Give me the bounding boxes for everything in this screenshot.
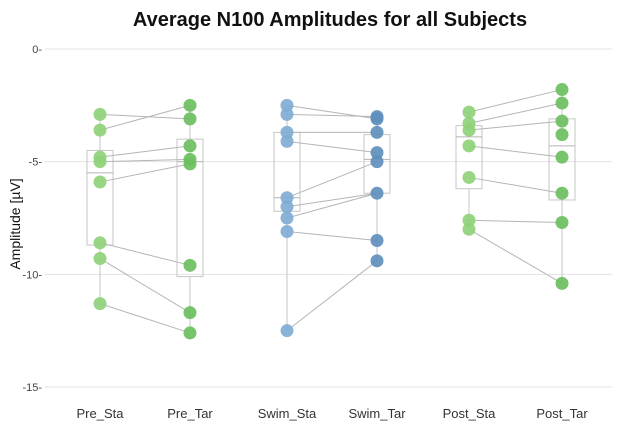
data-point (280, 191, 294, 205)
y-tick-labels: 0- -5- -10- -15- (22, 44, 42, 394)
data-point (370, 125, 384, 139)
pair-line (286, 140, 378, 154)
data-point (280, 134, 294, 148)
data-point (280, 200, 294, 214)
data-point (370, 234, 384, 248)
data-points (93, 83, 569, 340)
data-point (183, 326, 197, 340)
data-point (93, 123, 107, 137)
pair-line (99, 104, 191, 131)
data-point (555, 276, 569, 290)
pair-line (99, 158, 191, 163)
data-point (280, 98, 294, 112)
data-point (93, 107, 107, 121)
grid-lines (45, 48, 612, 388)
y-tick-label: 0- (32, 44, 42, 56)
data-point (93, 236, 107, 250)
pair-line (286, 161, 378, 199)
x-tick-label: Swim_Tar (348, 406, 406, 421)
data-point (555, 128, 569, 142)
pair-line (99, 163, 191, 183)
data-point (183, 306, 197, 320)
data-point (183, 258, 197, 272)
pair-line (99, 303, 191, 334)
data-point (370, 254, 384, 268)
box (176, 138, 204, 278)
data-point (93, 175, 107, 189)
x-tick-labels: Pre_Sta Pre_Tar Swim_Sta Swim_Tar Post_Sta Po… (77, 406, 589, 421)
pair-line (468, 228, 563, 284)
chart-title: Average N100 Amplitudes for all Subjects (133, 9, 527, 31)
data-point (93, 252, 107, 266)
pair-line (468, 176, 563, 194)
x-tick-label: Post_Tar (536, 406, 588, 421)
data-point (462, 105, 476, 119)
pair-line (468, 89, 563, 113)
x-tick-label: Post_Sta (443, 406, 497, 421)
data-point (280, 211, 294, 225)
data-point (462, 139, 476, 153)
y-axis-label: Amplitude [µV] (7, 178, 23, 269)
data-point (370, 146, 384, 160)
data-point (183, 98, 197, 112)
y-tick-label: -15- (22, 382, 42, 394)
data-point (183, 112, 197, 126)
data-point (555, 216, 569, 230)
pair-line (468, 145, 563, 158)
pair-line (468, 219, 563, 224)
pair-line (286, 192, 378, 208)
pair-line (286, 104, 378, 120)
data-point (555, 150, 569, 164)
paired-lines (99, 89, 563, 334)
data-point (370, 112, 384, 126)
data-point (555, 186, 569, 200)
data-point (183, 139, 197, 153)
pair-line (99, 258, 191, 314)
pair-line (286, 192, 378, 219)
data-point (462, 213, 476, 227)
y-tick-label: -5- (29, 157, 43, 169)
data-point (93, 297, 107, 311)
pair-line (99, 145, 191, 158)
data-point (555, 96, 569, 110)
data-point (462, 123, 476, 137)
x-tick-label: Pre_Sta (77, 406, 125, 421)
data-point (555, 83, 569, 97)
pair-line (286, 113, 378, 118)
pair-line (99, 242, 191, 266)
data-point (462, 170, 476, 184)
data-point (555, 114, 569, 128)
pair-line (468, 102, 563, 124)
pair-line (286, 231, 378, 242)
x-tick-label: Swim_Sta (258, 406, 317, 421)
data-point (370, 155, 384, 169)
x-tick-label: Pre_Tar (167, 406, 213, 421)
data-point (280, 225, 294, 239)
data-point (370, 186, 384, 200)
pair-line (99, 113, 191, 120)
data-point (183, 157, 197, 171)
y-tick-label: -10- (22, 269, 42, 281)
data-point (462, 222, 476, 236)
pair-line (468, 120, 563, 131)
data-point (280, 107, 294, 121)
data-point (93, 155, 107, 169)
pair-line (286, 260, 378, 332)
data-point (280, 324, 294, 338)
data-point (280, 125, 294, 139)
